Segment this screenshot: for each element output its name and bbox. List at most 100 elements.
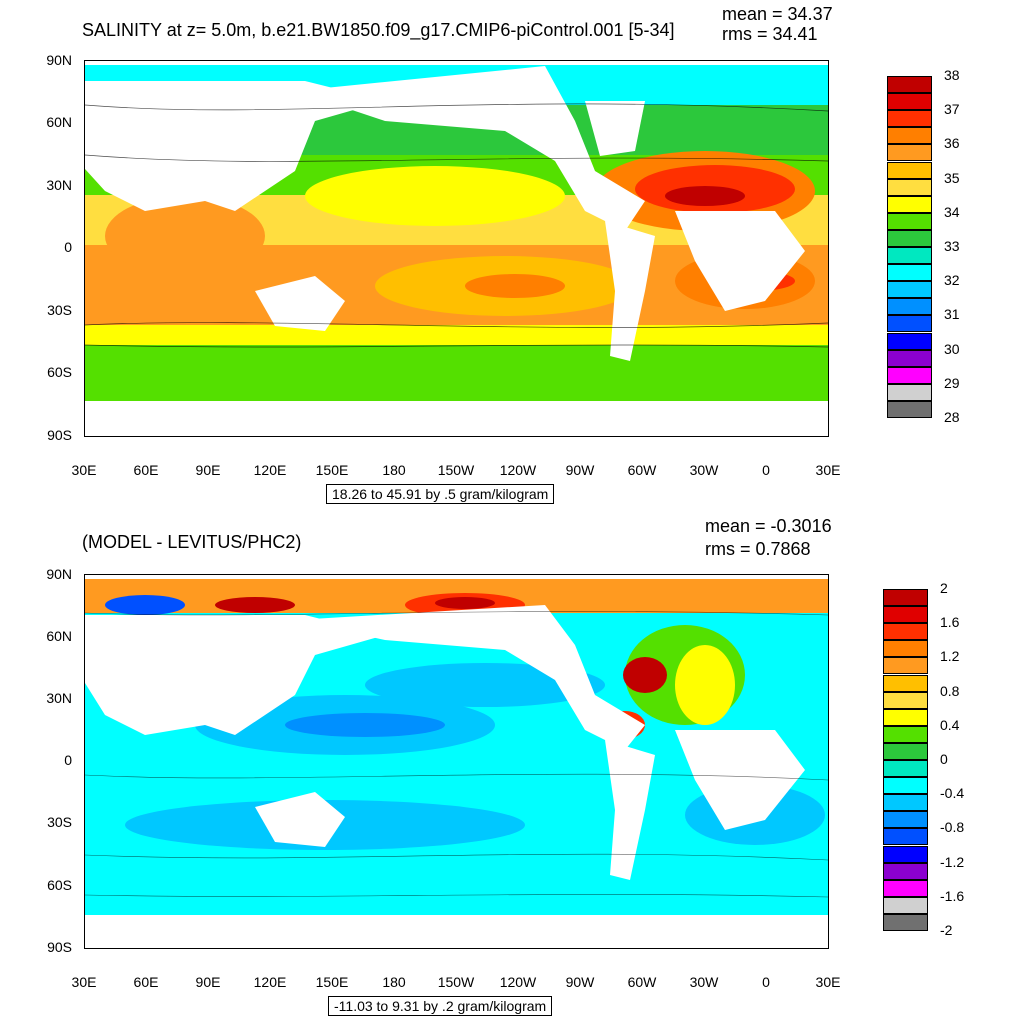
lat-label: 60S [47,364,72,380]
lon-label: 180 [382,974,406,990]
lon-label: 30E [815,462,841,478]
lon-label: 90E [195,974,221,990]
colorbar-swatch [887,229,932,247]
lon-label: 150E [315,974,349,990]
lat-label: 90S [47,939,72,955]
lon-label: 120E [253,462,287,478]
lon-label: 60W [627,974,657,990]
colorbar-label: 29 [944,374,960,391]
lon-label: 150E [315,462,349,478]
colorbar-label: 1.6 [940,614,960,631]
lon-label: 120W [499,462,537,478]
lon-label: 30W [689,462,719,478]
colorbar-swatch [887,366,932,384]
lat-label: 30S [47,814,72,830]
colorbar-swatch [887,298,932,316]
difference-panel: (MODEL - LEVITUS/PHC2) mean = -0.3016 rm… [0,512,1024,1024]
lon-label: 0 [762,974,770,990]
colorbar-label: 31 [944,306,960,323]
colorbar-label: 2 [940,580,948,596]
colorbar-swatch [887,264,932,282]
colorbar-swatch [883,606,928,624]
colorbar-swatch [883,708,928,726]
colorbar-swatch [883,896,928,914]
colorbar-label: -1.2 [940,853,965,870]
colorbar-label: 34 [944,203,960,220]
lon-label: 30E [815,974,841,990]
colorbar-swatch [887,195,932,213]
colorbar-label: -0.4 [940,785,965,802]
colorbar-label: 30 [944,340,960,357]
lon-label: 0 [762,462,770,478]
lon-label: 90E [195,462,221,478]
colorbar-swatch [887,161,932,179]
colorbar-swatch [883,742,928,760]
colorbar-swatch [887,400,932,418]
colorbar-label: 1.2 [940,648,960,665]
mean-value: mean = -0.3016 [705,516,832,536]
colorbar-swatch [883,691,928,709]
lon-label: 30E [71,974,97,990]
colorbar-swatch [883,811,928,829]
colorbar-label: 0 [940,751,948,767]
rms-value: rms = 0.7868 [705,539,811,559]
colorbar-swatch [883,589,928,607]
colorbar-swatch [883,657,928,675]
colorbar-swatch [887,383,932,401]
lon-label: 30E [71,462,97,478]
lat-label: 60N [46,114,72,130]
colorbar-swatch [883,623,928,641]
salinity-panel: SALINITY at z= 5.0m, b.e21.BW1850.f09_g1… [46,4,960,504]
colorbar-label: 32 [944,272,960,289]
colorbar-swatch [887,76,932,94]
colorbar-swatch [883,760,928,778]
panel-title: (MODEL - LEVITUS/PHC2) [82,532,302,552]
colorbar-label: 37 [944,101,960,118]
salinity-map [84,60,829,437]
lat-label: 30N [46,690,72,706]
lon-label: 60W [627,462,657,478]
colorbar-swatch [883,862,928,880]
colorbar-swatch [887,281,932,299]
colorbar-swatch [883,794,928,812]
lat-label: 90S [47,427,72,443]
colorbar-swatch [887,110,932,128]
mean-value: mean = 34.37 [722,4,833,24]
colorbar-swatch [887,127,932,145]
lon-label: 180 [382,462,406,478]
lat-label: 0 [64,752,72,768]
contour-info: 18.26 to 45.91 by .5 gram/kilogram [326,484,555,504]
lon-label: 120W [499,974,537,990]
lon-label: 90W [565,974,595,990]
colorbar-swatch [887,212,932,230]
lat-label: 0 [64,239,72,255]
colorbar-swatch [887,332,932,350]
colorbar-label: 38 [944,67,960,83]
contour-info: -11.03 to 9.31 by .2 gram/kilogram [328,996,553,1016]
colorbar-swatch [883,777,928,795]
colorbar-swatch [887,93,932,111]
lat-label: 90N [46,52,72,68]
colorbar-swatch [887,144,932,162]
lon-label: 30W [689,974,719,990]
colorbar-swatch [883,725,928,743]
colorbar-label: 35 [944,169,960,186]
colorbar-swatch [883,674,928,692]
lat-label: 60N [46,628,72,644]
lon-label: 60E [133,974,159,990]
lon-label: 120E [253,974,287,990]
lat-label: 30N [46,177,72,193]
colorbar-swatch [887,178,932,196]
panel-title: SALINITY at z= 5.0m, b.e21.BW1850.f09_g1… [82,20,675,40]
colorbar-swatch [883,879,928,897]
lat-label: 60S [47,877,72,893]
colorbar-swatch [887,315,932,333]
colorbar-label: -1.6 [940,887,965,904]
lon-label: 60E [133,462,159,478]
lon-label: 90W [565,462,595,478]
difference-field [85,575,828,948]
colorbar-swatch [887,349,932,367]
colorbar-label: -2 [940,922,953,938]
lon-label: 150W [437,462,475,478]
salinity-field [85,61,828,436]
